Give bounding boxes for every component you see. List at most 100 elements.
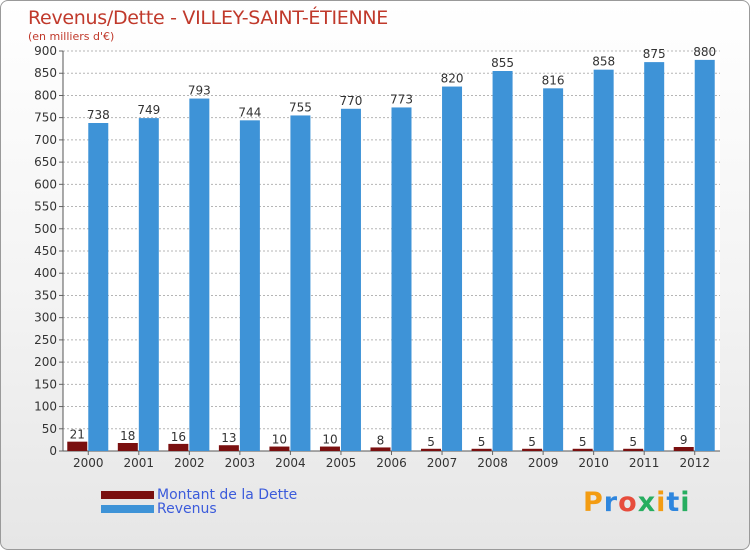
- bar-debt: [67, 441, 88, 451]
- y-tick-label: 400: [34, 266, 57, 280]
- revenue-value-label: 738: [87, 108, 110, 122]
- legend-swatch-debt: [101, 491, 154, 499]
- revenue-value-label: 755: [289, 100, 312, 114]
- debt-value-label: 5: [528, 435, 536, 449]
- logo-letter: i: [656, 487, 667, 518]
- revenue-value-label: 858: [592, 55, 615, 69]
- revenue-value-label: 770: [340, 94, 363, 108]
- legend-swatch-revenue: [101, 505, 154, 513]
- y-tick-label: 200: [34, 355, 57, 369]
- revenue-value-label: 880: [693, 45, 716, 59]
- x-tick-label: 2012: [679, 456, 710, 470]
- x-tick-label: 2010: [578, 456, 609, 470]
- y-tick-label: 600: [34, 177, 57, 191]
- bar-debt: [319, 446, 340, 451]
- y-tick-label: 50: [42, 422, 57, 436]
- debt-value-label: 8: [377, 433, 385, 447]
- proxiti-logo: Proxiti: [583, 487, 691, 518]
- bar-revenue: [290, 115, 311, 451]
- debt-value-label: 10: [272, 433, 287, 447]
- revenue-value-label: 855: [491, 56, 514, 70]
- x-tick-label: 2000: [73, 456, 104, 470]
- bar-revenue: [239, 120, 260, 451]
- legend-label-revenue: Revenus: [157, 501, 217, 517]
- debt-value-label: 18: [120, 429, 135, 443]
- x-tick-label: 2009: [528, 456, 559, 470]
- x-tick-label: 2008: [477, 456, 508, 470]
- y-tick-label: 700: [34, 133, 57, 147]
- logo-letter: x: [637, 487, 657, 518]
- y-tick-label: 550: [34, 200, 57, 214]
- y-tick-label: 100: [34, 400, 57, 414]
- y-tick-label: 350: [34, 288, 57, 302]
- debt-value-label: 16: [171, 430, 186, 444]
- logo-letter: i: [680, 487, 691, 518]
- y-tick-label: 250: [34, 333, 57, 347]
- bar-revenue: [391, 107, 412, 451]
- bar-revenue: [138, 118, 159, 451]
- y-tick-label: 650: [34, 155, 57, 169]
- chart-subtitle: (en milliers d'€): [28, 30, 115, 43]
- logo-letter: o: [618, 487, 638, 518]
- bar-debt: [269, 446, 290, 451]
- revenue-value-label: 793: [188, 84, 211, 98]
- y-tick-label: 0: [49, 444, 57, 458]
- bar-debt: [421, 448, 442, 451]
- revenue-value-label: 749: [137, 103, 160, 117]
- bar-debt: [471, 448, 492, 451]
- bar-debt: [117, 443, 138, 451]
- bar-debt: [522, 448, 543, 451]
- x-tick-label: 2007: [427, 456, 458, 470]
- x-tick-label: 2004: [275, 456, 306, 470]
- logo-letter: P: [583, 487, 604, 518]
- x-tick-label: 2011: [629, 456, 660, 470]
- y-tick-label: 900: [34, 44, 57, 58]
- logo-letter: r: [603, 487, 619, 518]
- debt-value-label: 21: [70, 428, 85, 442]
- x-tick-label: 2001: [124, 456, 155, 470]
- debt-value-label: 5: [427, 435, 435, 449]
- bar-revenue: [694, 59, 715, 452]
- bar-revenue: [340, 108, 361, 452]
- bar-revenue: [644, 62, 665, 451]
- bar-debt: [168, 443, 189, 451]
- y-tick-label: 450: [34, 244, 57, 258]
- bar-revenue: [593, 69, 614, 452]
- debt-value-label: 5: [629, 435, 637, 449]
- revenue-value-label: 820: [441, 72, 464, 86]
- bar-revenue: [189, 98, 210, 452]
- y-tick-label: 500: [34, 222, 57, 236]
- x-tick-label: 2002: [174, 456, 205, 470]
- revenue-value-label: 875: [643, 47, 666, 61]
- bar-revenue: [492, 71, 513, 451]
- debt-value-label: 5: [579, 435, 587, 449]
- x-tick-label: 2003: [225, 456, 256, 470]
- debt-value-label: 5: [478, 435, 486, 449]
- revenue-value-label: 744: [238, 105, 261, 119]
- y-tick-label: 300: [34, 311, 57, 325]
- debt-value-label: 9: [680, 433, 688, 447]
- revenue-value-label: 816: [542, 73, 565, 87]
- y-tick-label: 150: [34, 377, 57, 391]
- bar-debt: [370, 447, 391, 451]
- legend-label-debt: Montant de la Dette: [157, 487, 298, 503]
- y-tick-label: 750: [34, 111, 57, 125]
- x-tick-label: 2005: [326, 456, 357, 470]
- debt-value-label: 13: [221, 431, 236, 445]
- bar-revenue: [543, 88, 564, 451]
- chart-title: Revenus/Dette - VILLEY-SAINT-ÉTIENNE: [28, 7, 388, 29]
- bar-debt: [623, 448, 644, 451]
- x-tick-label: 2006: [376, 456, 407, 470]
- bar-debt: [673, 447, 694, 451]
- bar-debt: [218, 445, 239, 451]
- revenue-value-label: 773: [390, 92, 413, 106]
- y-tick-label: 800: [34, 88, 57, 102]
- debt-value-label: 10: [322, 433, 337, 447]
- bar-revenue: [442, 86, 463, 452]
- logo-letter: t: [666, 487, 681, 518]
- y-tick-label: 850: [34, 66, 57, 80]
- bar-debt: [572, 448, 593, 451]
- bar-revenue: [88, 123, 109, 451]
